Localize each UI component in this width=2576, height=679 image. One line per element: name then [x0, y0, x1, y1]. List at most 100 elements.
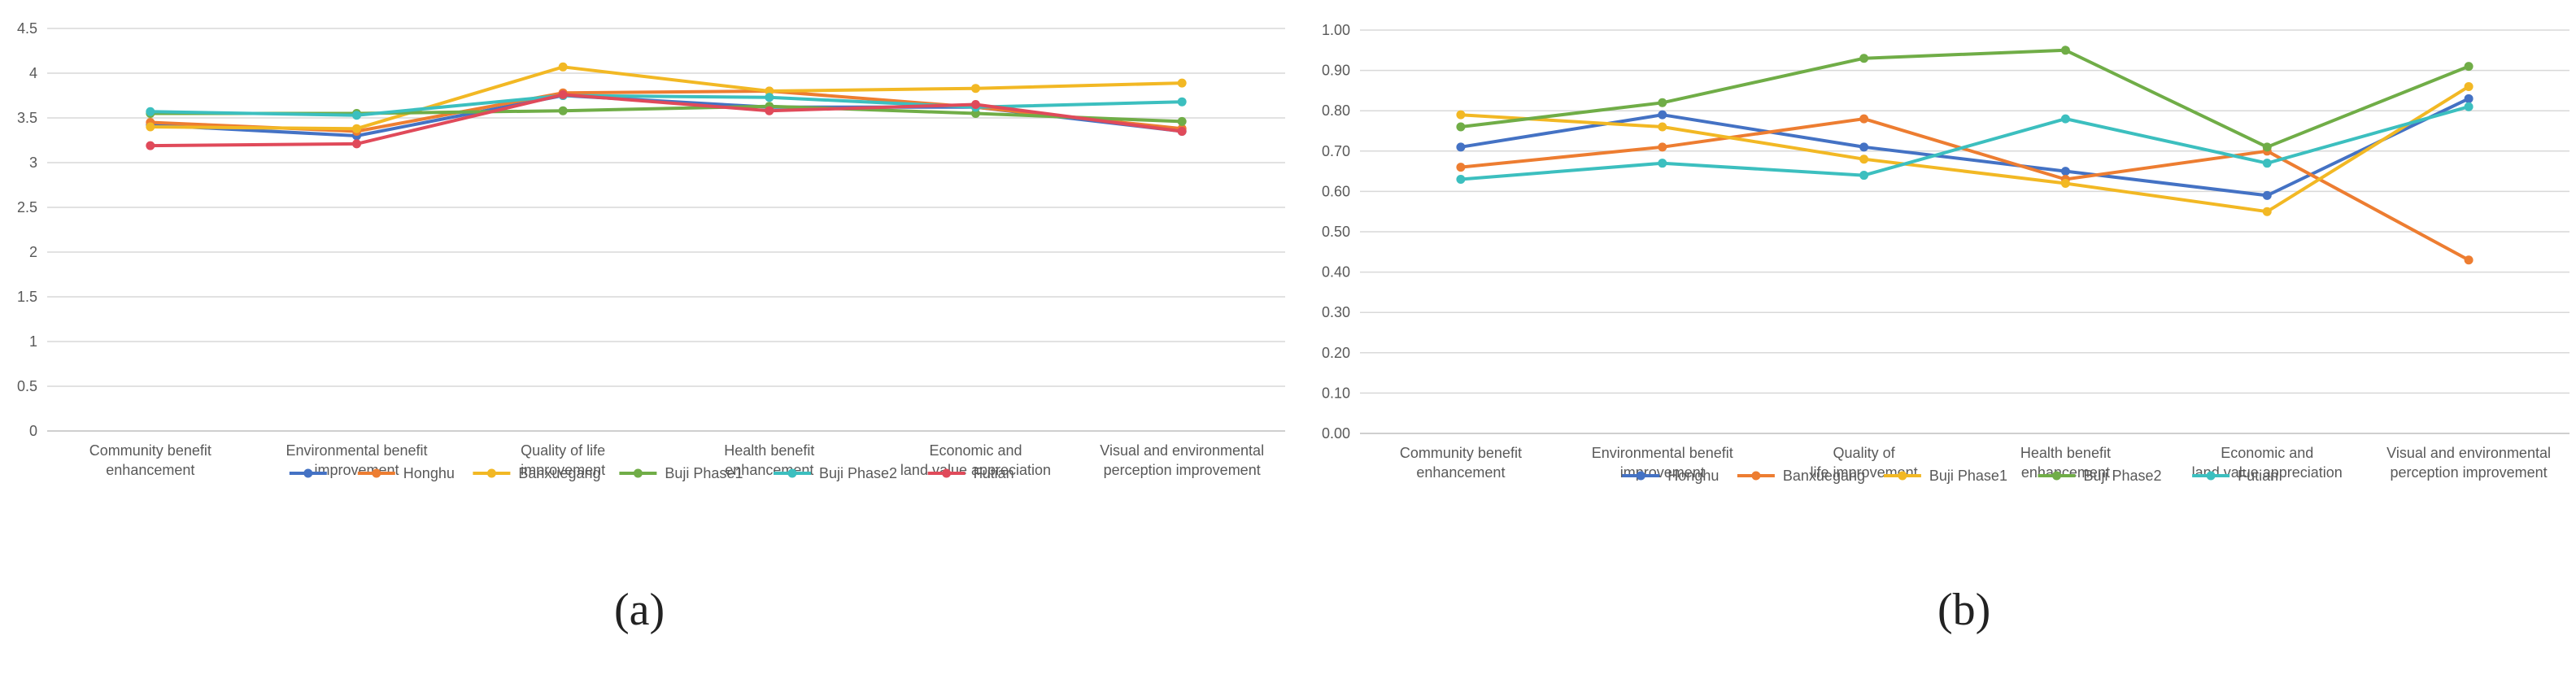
legend-label: Honghu: [403, 465, 455, 481]
y-tick-label: 1.00: [1322, 22, 1350, 38]
legend-marker: [1636, 471, 1645, 481]
data-point: [1859, 114, 1869, 124]
y-tick-label: 3: [29, 155, 37, 171]
x-tick-label: Visual and environmental: [2386, 445, 2551, 461]
data-point: [146, 141, 155, 150]
y-tick-label: 0.30: [1322, 304, 1350, 320]
legend-marker: [486, 468, 496, 478]
data-point: [1859, 54, 1869, 63]
series-line: [150, 93, 1183, 148]
data-point: [1859, 171, 1869, 181]
y-tick-label: 0: [29, 423, 37, 439]
data-point: [2464, 102, 2474, 111]
y-tick-label: 0.40: [1322, 264, 1350, 281]
legend-label: Banxuegang: [518, 465, 600, 481]
legend-marker: [1751, 471, 1761, 481]
data-point: [1177, 116, 1187, 126]
data-point: [1658, 110, 1667, 120]
data-point: [765, 93, 774, 102]
chart-b: 0.00 0.10 0.20 0.30 0.40 0.50 0.60 0.70 0.80 0.90…: [1322, 22, 2569, 484]
x-tick-label: enhancement: [1416, 464, 1505, 481]
legend-label: Futian: [974, 465, 1014, 481]
series-line: [150, 94, 1183, 117]
y-tick-label: 0.20: [1322, 345, 1350, 361]
legend-label: Buji Phase1: [665, 465, 743, 481]
series-line: [1460, 105, 2469, 181]
data-point: [1658, 142, 1667, 152]
y-tick-label: 4.5: [17, 20, 37, 37]
data-point: [1456, 175, 1466, 185]
data-point: [2262, 207, 2272, 216]
y-tick-label: 3.5: [17, 110, 37, 126]
data-point: [1456, 142, 1466, 152]
data-point: [2060, 46, 2070, 55]
data-point: [2060, 167, 2070, 176]
x-tick-label: Economic and: [929, 442, 1022, 459]
data-point: [2464, 81, 2474, 91]
y-tick-label: 0.50: [1322, 224, 1350, 240]
x-tick-label: Environmental benefit: [285, 442, 427, 459]
data-point: [558, 106, 568, 115]
legend-marker: [633, 468, 643, 478]
data-point: [765, 106, 774, 115]
x-tick-label: perception improvement: [1104, 462, 1261, 478]
data-point: [1456, 122, 1466, 132]
series-line: [150, 65, 1183, 131]
y-tick-label: 0.90: [1322, 63, 1350, 79]
data-point: [2464, 255, 2474, 265]
data-point: [1177, 127, 1187, 136]
data-point: [352, 111, 361, 120]
data-point: [971, 100, 980, 109]
data-point: [2464, 62, 2474, 72]
data-point: [971, 109, 980, 118]
data-point: [1177, 78, 1187, 88]
y-tick-label: 0.80: [1322, 102, 1350, 119]
series-line: [1460, 117, 2470, 262]
y-tick-label: 0.70: [1322, 143, 1350, 159]
y-tick-label: 0.5: [17, 378, 37, 394]
x-tick-label: enhancement: [106, 462, 194, 478]
legend-marker: [372, 468, 381, 478]
data-point: [146, 107, 155, 116]
legend-label: Banxuegang: [1783, 468, 1865, 484]
data-point: [1456, 110, 1466, 120]
data-point: [1177, 97, 1187, 107]
x-tick-label: improvement: [314, 462, 399, 478]
data-point: [1456, 163, 1466, 172]
data-point: [558, 62, 568, 72]
x-tick-label: Environmental benefit: [1592, 445, 1733, 461]
data-point: [1658, 159, 1667, 168]
series-line: [1460, 48, 2469, 149]
series-line: [1460, 85, 2470, 214]
x-tick-label: improvement: [521, 462, 605, 478]
y-tick-label: 2: [29, 244, 37, 260]
y-tick-label: 0.00: [1322, 425, 1350, 442]
data-point: [558, 89, 568, 99]
legend-marker: [942, 468, 952, 478]
legend-marker: [303, 468, 313, 478]
data-point: [1658, 122, 1667, 132]
y-tick-label: 1: [29, 333, 37, 350]
legend-marker: [2206, 471, 2216, 481]
x-tick-label: Quality of: [1833, 445, 1896, 461]
data-point: [2060, 178, 2070, 188]
x-tick-label: Community benefit: [89, 442, 211, 459]
x-tick-label: perception improvement: [2391, 464, 2548, 481]
data-point: [765, 86, 774, 96]
y-tick-label: 0.60: [1322, 183, 1350, 199]
legend-label: Honghu: [1667, 468, 1719, 484]
legend-marker: [1898, 471, 1907, 481]
legend-label: Buji Phase1: [1929, 468, 2007, 484]
y-tick-label: 4: [29, 65, 37, 81]
legend-label: Buji Phase2: [2084, 468, 2162, 484]
x-tick-label: Community benefit: [1400, 445, 1522, 461]
data-point: [1859, 155, 1869, 164]
legend-label: Futian: [2238, 468, 2278, 484]
data-point: [2262, 190, 2272, 200]
legend-label: Buji Phase2: [819, 465, 897, 481]
data-point: [2262, 159, 2272, 168]
series-line: [1460, 97, 2469, 198]
data-point: [2262, 142, 2272, 152]
legend-marker: [787, 468, 797, 478]
x-tick-label: Quality of life: [521, 442, 605, 459]
